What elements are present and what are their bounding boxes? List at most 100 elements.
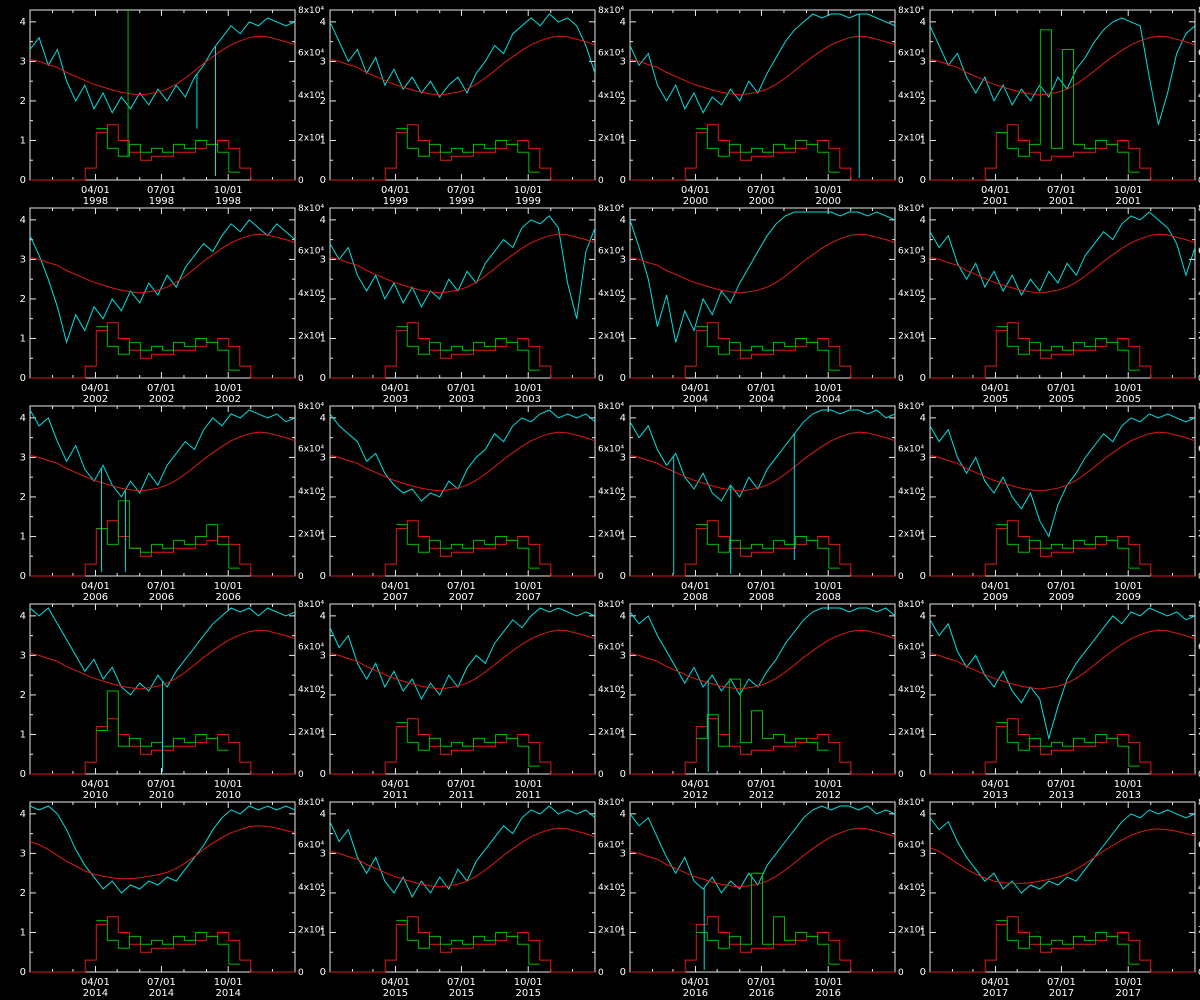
x-tick-label: 10/01 — [1114, 383, 1143, 394]
y-tick-label: 1 — [920, 135, 926, 146]
y-tick-label: 0 — [620, 967, 626, 978]
right-axis-label: 2x10⁴ — [298, 530, 325, 540]
y-tick-label: 0 — [920, 967, 926, 978]
y-tick-label: 2 — [620, 690, 626, 701]
red-step-series — [30, 916, 295, 973]
x-year-label: 2007 — [449, 592, 474, 603]
x-year-label: 2015 — [449, 988, 474, 999]
x-tick-label: 10/01 — [1114, 779, 1143, 790]
y-tick-label: 2 — [620, 492, 626, 503]
y-tick-label: 2 — [320, 888, 326, 899]
x-tick-label: 04/01 — [381, 977, 410, 988]
plot-frame — [629, 9, 896, 181]
x-year-label: 2003 — [515, 394, 540, 405]
y-tick-label: 4 — [920, 809, 926, 820]
plot-frame — [629, 207, 896, 379]
red-series — [629, 35, 896, 96]
right-axis-label: 6x10⁴ — [298, 643, 325, 653]
x-year-label: 2007 — [383, 592, 408, 603]
y-tick-label: 2 — [920, 492, 926, 503]
y-tick-label: 1 — [620, 729, 626, 740]
x-year-label: 2006 — [83, 592, 108, 603]
y-tick-label: 4 — [620, 413, 626, 424]
y-tick-label: 0 — [20, 373, 26, 384]
panel-2008: 04/01200807/01200810/012008012348x10⁴6x1… — [620, 402, 925, 603]
panel-2016: 04/01201607/01201610/012016012348x10⁴6x1… — [620, 798, 925, 999]
x-year-label: 2003 — [383, 394, 408, 405]
right-axis-label: 4x10⁴ — [1198, 289, 1200, 299]
right-axis-label: 6x10⁴ — [598, 247, 625, 257]
y-tick-label: 0 — [920, 571, 926, 582]
red-step-series — [330, 124, 595, 181]
x-year-label: 2011 — [383, 790, 408, 801]
x-tick-label: 07/01 — [147, 383, 176, 394]
x-year-label: 2001 — [1115, 196, 1140, 207]
y-tick-label: 2 — [920, 294, 926, 305]
right-axis-label: 8x10⁴ — [1198, 600, 1200, 610]
right-axis-label: 6x10⁴ — [1198, 247, 1200, 257]
right-axis-label: 4x10⁴ — [298, 91, 325, 101]
right-axis-label: 0 — [598, 176, 604, 186]
right-axis-label: 4x10⁴ — [898, 685, 925, 695]
plot-frame — [329, 207, 596, 379]
right-axis-label: 0 — [898, 572, 904, 582]
green-step-series — [996, 920, 1140, 965]
x-year-label: 2010 — [215, 790, 240, 801]
y-tick-label: 3 — [320, 848, 326, 859]
y-tick-label: 0 — [620, 769, 626, 780]
red-series — [29, 825, 296, 880]
x-tick-label: 04/01 — [681, 779, 710, 790]
red-step-series — [630, 916, 895, 973]
green-step-series — [996, 722, 1140, 767]
y-tick-label: 0 — [620, 373, 626, 384]
x-year-label: 2004 — [815, 394, 840, 405]
cyan-series — [329, 607, 596, 700]
x-tick-label: 07/01 — [1047, 581, 1076, 592]
right-axis-label: 0 — [598, 374, 604, 384]
right-axis-label: 4x10⁴ — [598, 91, 625, 101]
y-tick-label: 4 — [920, 215, 926, 226]
right-axis-label: 2x10⁴ — [1198, 530, 1200, 540]
right-axis-label: 4x10⁴ — [598, 685, 625, 695]
y-tick-label: 3 — [20, 254, 26, 265]
red-step-series — [630, 322, 895, 379]
y-tick-label: 4 — [320, 413, 326, 424]
y-tick-label: 3 — [620, 650, 626, 661]
right-axis-label: 0 — [598, 770, 604, 780]
x-year-label: 2008 — [815, 592, 840, 603]
x-year-label: 2012 — [815, 790, 840, 801]
x-tick-label: 04/01 — [681, 185, 710, 196]
right-axis-label: 4x10⁴ — [898, 91, 925, 101]
y-tick-label: 0 — [320, 967, 326, 978]
y-tick-label: 0 — [920, 769, 926, 780]
x-tick-label: 07/01 — [747, 185, 776, 196]
x-year-label: 1999 — [515, 196, 540, 207]
green-step-series — [396, 722, 540, 767]
x-tick-label: 04/01 — [381, 581, 410, 592]
x-tick-label: 10/01 — [814, 581, 843, 592]
x-tick-label: 10/01 — [814, 779, 843, 790]
y-tick-label: 2 — [20, 96, 26, 107]
right-axis-label: 4x10⁴ — [1198, 685, 1200, 695]
right-axis-label: 2x10⁴ — [298, 728, 325, 738]
x-year-label: 2008 — [683, 592, 708, 603]
y-tick-label: 0 — [620, 175, 626, 186]
x-tick-label: 07/01 — [747, 779, 776, 790]
right-axis-label: 2x10⁴ — [898, 134, 925, 144]
red-step-series — [630, 124, 895, 181]
right-axis-label: 2x10⁴ — [1198, 728, 1200, 738]
red-series — [329, 629, 596, 690]
y-tick-label: 0 — [320, 175, 326, 186]
x-year-label: 2008 — [749, 592, 774, 603]
panel-2004: 04/01200407/01200410/012004012348x10⁴6x1… — [620, 204, 925, 405]
x-tick-label: 07/01 — [447, 977, 476, 988]
cyan-series — [629, 409, 896, 502]
green-step-series — [396, 920, 540, 965]
green-step-series — [96, 326, 240, 371]
cyan-series — [629, 211, 896, 343]
x-tick-label: 07/01 — [747, 383, 776, 394]
y-tick-label: 0 — [20, 175, 26, 186]
right-axis-label: 8x10⁴ — [598, 204, 625, 214]
right-axis-label: 8x10⁴ — [1198, 6, 1200, 16]
x-tick-label: 04/01 — [981, 581, 1010, 592]
